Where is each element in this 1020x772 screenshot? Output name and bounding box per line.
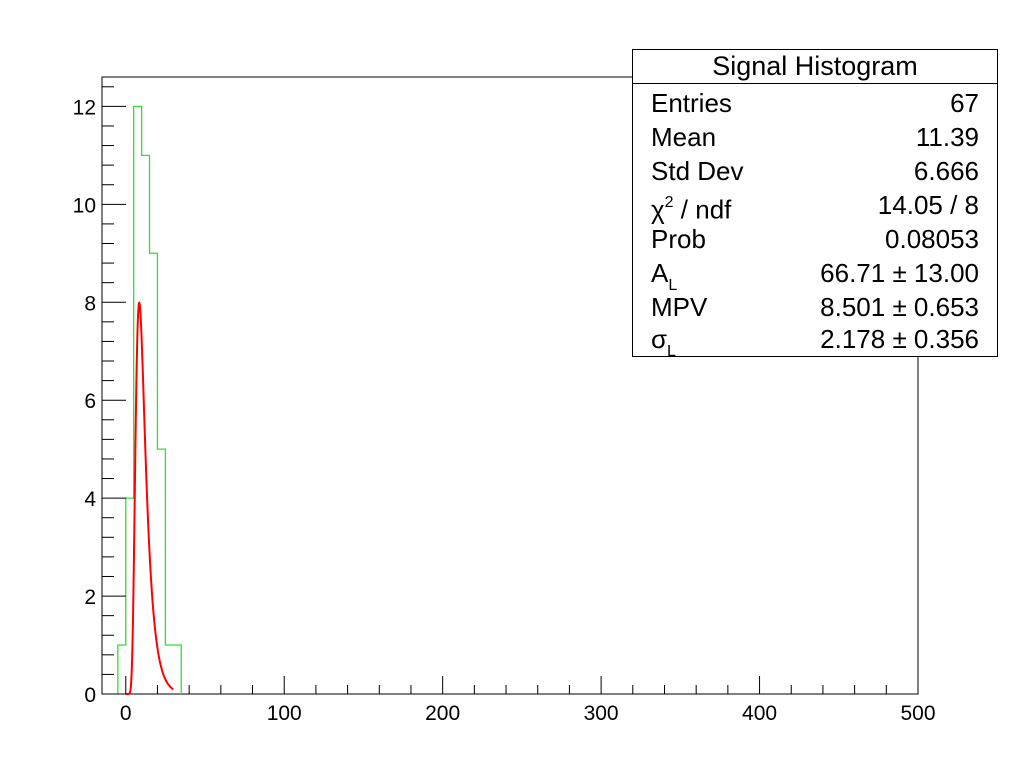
stats-row-chi2: χ2 / ndf 14.05 / 8 <box>651 188 979 225</box>
x-tick-label: 200 <box>425 702 460 725</box>
stats-value: 2.178 ± 0.356 <box>820 324 979 354</box>
y-tick-label: 12 <box>73 96 96 119</box>
histogram-bin <box>150 253 158 694</box>
stats-title: Signal Histogram <box>633 50 997 84</box>
stats-row-entries: Entries 67 <box>651 86 979 120</box>
stats-row-mpv: MPV 8.501 ± 0.653 <box>651 290 979 324</box>
y-tick-label: 6 <box>84 390 96 413</box>
stats-box: Signal Histogram Entries 67 Mean 11.39 S… <box>632 49 998 360</box>
histogram-bin <box>142 155 150 694</box>
fit-curve <box>125 301 174 695</box>
x-tick-label: 500 <box>900 702 935 725</box>
stats-value: 11.39 <box>915 122 979 152</box>
stats-value: 6.666 <box>913 156 979 186</box>
stats-value: 14.05 / 8 <box>877 190 979 220</box>
stats-label: σL <box>651 324 676 361</box>
stats-label: Prob <box>651 224 706 254</box>
y-tick-label: 0 <box>84 684 96 707</box>
stats-label: Std Dev <box>651 156 744 186</box>
plot-frame <box>101 76 919 695</box>
stats-label: Entries <box>651 88 732 118</box>
stats-row-stddev: Std Dev 6.666 <box>651 154 979 188</box>
stats-value: 0.08053 <box>885 224 979 254</box>
histogram-bin <box>118 645 126 694</box>
stats-row-sigma: σL 2.178 ± 0.356 <box>651 322 979 360</box>
stats-label: MPV <box>651 292 708 322</box>
stats-row-prob: Prob 0.08053 <box>651 222 979 256</box>
stats-value: 66.71 ± 13.00 <box>820 258 979 288</box>
stats-label: AL <box>651 258 678 295</box>
stats-row-mean: Mean 11.39 <box>651 120 979 154</box>
y-tick-label: 8 <box>84 292 96 315</box>
histogram-bin <box>173 645 181 694</box>
y-tick-label: 10 <box>73 194 96 217</box>
x-tick-label: 300 <box>584 702 619 725</box>
stats-value: 8.501 ± 0.653 <box>820 292 979 322</box>
histogram-bin <box>134 106 142 694</box>
x-tick-label: 400 <box>742 702 777 725</box>
stats-label: χ2 / ndf <box>651 194 732 225</box>
y-tick-label: 2 <box>84 586 96 609</box>
stats-label: Mean <box>651 122 717 152</box>
x-tick-label: 0 <box>120 702 132 725</box>
stats-value: 67 <box>950 88 979 118</box>
y-tick-label: 4 <box>84 488 96 511</box>
stats-row-amplitude: AL 66.71 ± 13.00 <box>651 256 979 294</box>
x-tick-label: 100 <box>267 702 302 725</box>
histogram-outline <box>117 105 182 694</box>
